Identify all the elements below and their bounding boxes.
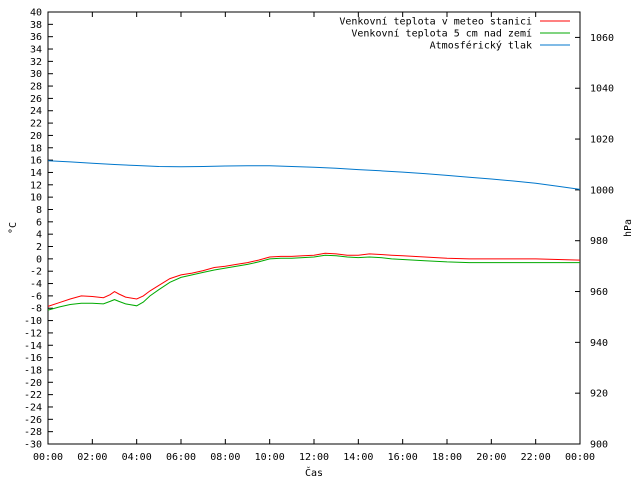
x-tick-label: 14:00 [343, 452, 373, 463]
plot-frame [47, 11, 581, 445]
y-left-tick-label: 22 [30, 119, 42, 130]
y-left-tick-label: -6 [30, 291, 42, 302]
legend-label-3: Atmosférický tlak [430, 40, 532, 52]
y-left-axis-title: °C [8, 222, 19, 234]
y-right-axis-title: hPa [623, 219, 634, 237]
y-right-tick-label: 1020 [590, 135, 614, 146]
y-left-tick-label: -30 [24, 440, 42, 451]
y-right-tick-label: 980 [590, 236, 608, 247]
y-left-tick-label: 4 [36, 230, 42, 241]
y-left-tick-label: 12 [30, 180, 42, 191]
y-left-tick-label: -18 [24, 365, 42, 376]
y-right-tick-label: 1000 [590, 185, 614, 196]
y-left-tick-label: 6 [36, 217, 42, 228]
y-left-tick-label: 38 [30, 20, 42, 31]
y-left-tick-label: 18 [30, 143, 42, 154]
y-left-tick-label: -20 [24, 378, 42, 389]
y-left-tick-label: 28 [30, 82, 42, 93]
x-tick-label: 10:00 [255, 452, 285, 463]
legend: Venkovní teplota v meteo staniciVenkovní… [339, 16, 570, 52]
y-left-tick-label: 16 [30, 156, 42, 167]
y-left-tick-label: 20 [30, 131, 42, 142]
y-left-tick-label: 40 [30, 8, 42, 19]
x-tick-label: 20:00 [476, 452, 506, 463]
left-axis: -30-28-26-24-22-20-18-16-14-12-10-8-6-4-… [24, 8, 53, 451]
y-left-tick-label: -16 [24, 353, 42, 364]
x-tick-label: 08:00 [210, 452, 240, 463]
y-left-tick-label: 2 [36, 242, 42, 253]
y-left-tick-label: 0 [36, 254, 42, 265]
y-left-tick-label: -12 [24, 328, 42, 339]
x-tick-label: 12:00 [299, 452, 329, 463]
y-right-tick-label: 920 [590, 389, 608, 400]
right-axis: 900 920 940 960 980 1000 1020 1040 1060 [575, 33, 614, 451]
x-tick-label: 00:00 [565, 452, 595, 463]
x-tick-label: 00:00 [33, 452, 63, 463]
x-tick-label: 16:00 [388, 452, 418, 463]
x-axis: 00:00 02:00 04:00 06:00 08:00 10:00 12:00 14:00… [33, 12, 595, 463]
x-tick-label: 02:00 [77, 452, 107, 463]
y-right-tick-label: 900 [590, 440, 608, 451]
y-left-tick-label: 34 [30, 45, 42, 56]
y-left-tick-label: 36 [30, 32, 42, 43]
y-left-tick-label: -28 [24, 427, 42, 438]
x-axis-title: Čas [305, 466, 323, 479]
y-right-tick-label: 1040 [590, 84, 614, 95]
y-left-tick-label: -14 [24, 341, 42, 352]
y-left-tick-label: -24 [24, 402, 42, 413]
series-line-1 [47, 252, 581, 307]
series-line-3 [47, 160, 581, 190]
y-left-tick-label: -26 [24, 415, 42, 426]
x-tick-label: 18:00 [432, 452, 462, 463]
y-left-tick-label: 14 [30, 168, 42, 179]
y-left-tick-label: -10 [24, 316, 42, 327]
y-left-tick-label: -4 [30, 279, 42, 290]
y-left-tick-label: 26 [30, 94, 42, 105]
y-right-tick-label: 940 [590, 338, 608, 349]
y-left-tick-label: 8 [36, 205, 42, 216]
y-left-tick-label: -2 [30, 267, 42, 278]
x-tick-label: 04:00 [122, 452, 152, 463]
series-layer [47, 160, 581, 311]
legend-label-2: Venkovní teplota 5 cm nad zemí [351, 28, 532, 40]
y-left-tick-label: -22 [24, 390, 42, 401]
series-line-2 [47, 254, 580, 311]
legend-label-1: Venkovní teplota v meteo stanici [339, 16, 532, 28]
y-right-tick-label: 960 [590, 287, 608, 298]
y-right-tick-label: 1060 [590, 33, 614, 44]
x-tick-label: 22:00 [521, 452, 551, 463]
y-left-tick-label: 24 [30, 106, 42, 117]
y-left-tick-label: -8 [30, 304, 42, 315]
x-tick-label: 06:00 [166, 452, 196, 463]
y-left-tick-label: 10 [30, 193, 42, 204]
y-left-tick-label: 30 [30, 69, 42, 80]
y-left-tick-label: 32 [30, 57, 42, 68]
